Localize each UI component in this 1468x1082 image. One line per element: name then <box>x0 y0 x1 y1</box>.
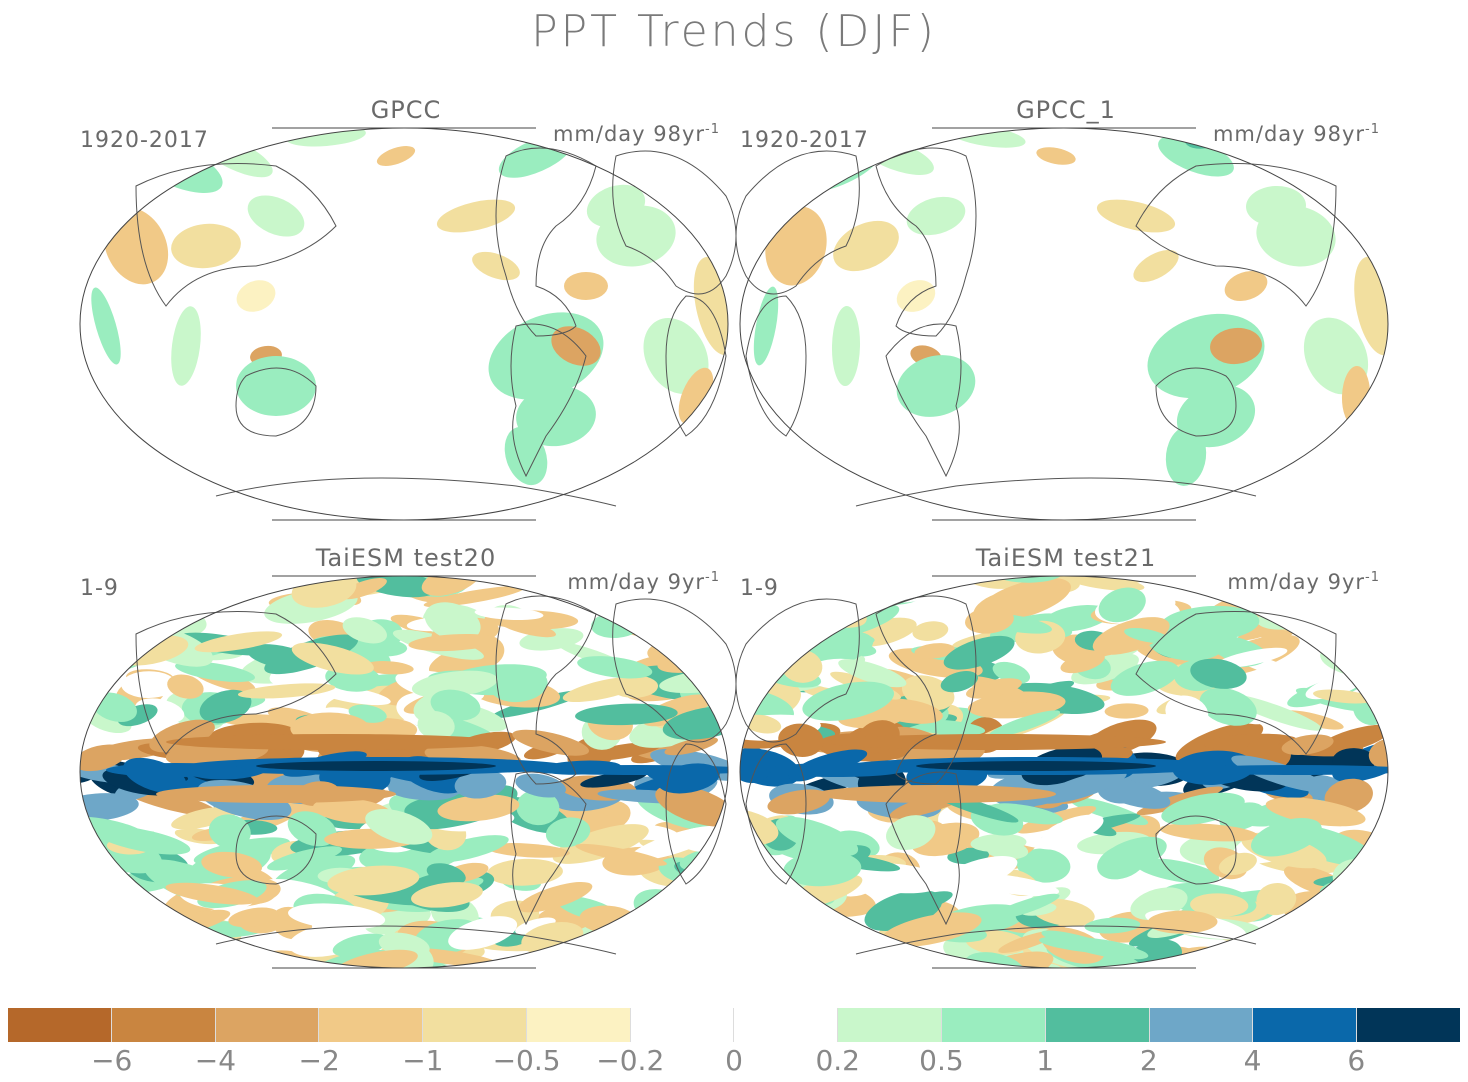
colorbar-swatch <box>734 1008 839 1042</box>
colorbar-swatch <box>1253 1008 1358 1042</box>
colorbar-tick-label: −6 <box>91 1044 133 1077</box>
figure-title: PPT Trends (DJF) <box>531 6 937 57</box>
panel-title: TaiESM test21 <box>975 544 1157 572</box>
coastline <box>736 147 1337 507</box>
colorbar-swatch <box>215 1008 320 1042</box>
colorbar-tick-label: 6 <box>1347 1044 1366 1077</box>
map-taiesm-test20 <box>79 575 736 969</box>
map-taiesm-test21 <box>736 575 1389 969</box>
colorbar-tick-label: −0.5 <box>492 1044 561 1077</box>
colorbar-swatch <box>942 1008 1046 1042</box>
coastline <box>135 147 736 507</box>
colorbar-tick-label: −1 <box>402 1044 444 1077</box>
map-panel-gpcc: GPCC 1920-2017 mm/day 98yr-1 <box>76 96 736 521</box>
map-gpcc-1 <box>736 127 1389 521</box>
panel-title: GPCC <box>370 96 442 124</box>
map-panel-taiesm-test20: TaiESM test20 1-9 mm/day 9yr-1 <box>76 544 736 969</box>
colorbar-swatch <box>1045 1008 1150 1042</box>
colorbar-swatch <box>319 1008 424 1042</box>
panel-period: 1920-2017 <box>80 128 209 153</box>
panel-period: 1920-2017 <box>740 128 869 153</box>
coastline <box>736 595 1337 955</box>
colorbar-swatch <box>111 1008 216 1042</box>
map-gpcc <box>79 127 736 521</box>
field-shading <box>740 576 1388 968</box>
colorbar-tick-label: −0.2 <box>596 1044 665 1077</box>
colorbar-tick-label: −2 <box>298 1044 340 1077</box>
panel-period: 1-9 <box>80 576 119 601</box>
panel-units: mm/day 9yr-1 <box>567 570 720 594</box>
coastline <box>135 595 736 955</box>
field-shading <box>80 576 728 968</box>
colorbar-tick-label: 0.2 <box>815 1044 860 1077</box>
colorbar-swatch <box>1149 1008 1254 1042</box>
colorbar-tick-label: −4 <box>194 1044 237 1077</box>
colorbar-tick-label: 2 <box>1139 1044 1158 1077</box>
panel-title: TaiESM test20 <box>315 544 497 572</box>
colorbar-tick-label: 1 <box>1036 1044 1055 1077</box>
map-panel-gpcc-1: GPCC_1 1920-2017 mm/day 98yr-1 <box>736 96 1396 521</box>
colorbar-tick-label: 0.5 <box>919 1044 964 1077</box>
field-shading <box>91 128 728 486</box>
colorbar-swatch <box>423 1008 527 1042</box>
panel-period: 1-9 <box>740 576 779 601</box>
panel-units: mm/day 98yr-1 <box>1212 122 1380 146</box>
panel-units: mm/day 9yr-1 <box>1227 570 1380 594</box>
panel-units: mm/day 98yr-1 <box>552 122 720 146</box>
colorbar-swatch <box>838 1008 943 1042</box>
colorbar-tick-label: 0 <box>725 1044 743 1077</box>
colorbar-swatch <box>526 1008 631 1042</box>
map-panel-taiesm-test21: TaiESM test21 1-9 mm/day 9yr-1 <box>736 544 1396 969</box>
field-shading <box>753 128 1388 486</box>
panel-title: GPCC_1 <box>1016 96 1116 124</box>
colorbar-tick-label: 4 <box>1243 1044 1262 1077</box>
colorbar <box>8 1008 1460 1042</box>
colorbar-swatch <box>1357 1008 1460 1042</box>
colorbar-swatch <box>8 1008 112 1042</box>
colorbar-swatch <box>630 1008 735 1042</box>
